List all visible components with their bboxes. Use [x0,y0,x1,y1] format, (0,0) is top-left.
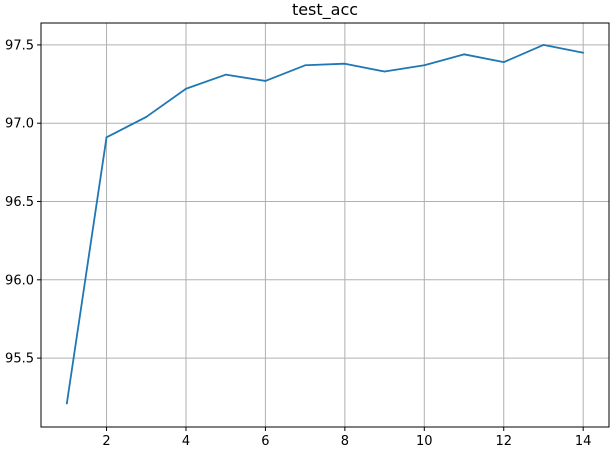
data-point [105,136,108,139]
y-tick-label: 96.5 [5,195,34,210]
data-point [224,73,227,76]
y-axis-ticks: 95.5 96.0 96.5 97.0 97.5 [5,38,41,367]
data-point [264,80,267,82]
x-tick-label: 10 [416,434,433,449]
x-tick-label: 2 [102,434,110,449]
data-point [383,70,386,73]
data-point [463,53,465,56]
x-tick-label: 14 [575,434,592,449]
data-point [185,87,187,90]
y-tick-label: 95.5 [5,352,34,367]
x-tick-label: 4 [182,434,190,449]
x-tick-label: 6 [261,434,269,449]
data-point [542,44,545,46]
x-axis-ticks: 2 4 6 8 10 12 14 [102,427,591,449]
chart-title: test_acc [292,0,358,20]
y-tick-label: 97.5 [5,38,34,53]
x-tick-label: 12 [495,434,512,449]
plot-frame [40,22,610,428]
data-point [423,64,426,67]
series-group [65,44,585,405]
grid [41,23,609,427]
data-point [343,62,346,65]
data-point [304,64,307,67]
x-tick-label: 8 [341,434,349,449]
y-tick-label: 96.0 [5,273,34,288]
data-point [582,51,585,54]
data-point [65,402,68,405]
data-point [145,116,148,118]
data-point [502,61,505,64]
series-line [65,44,584,404]
y-tick-label: 97.0 [5,117,34,132]
